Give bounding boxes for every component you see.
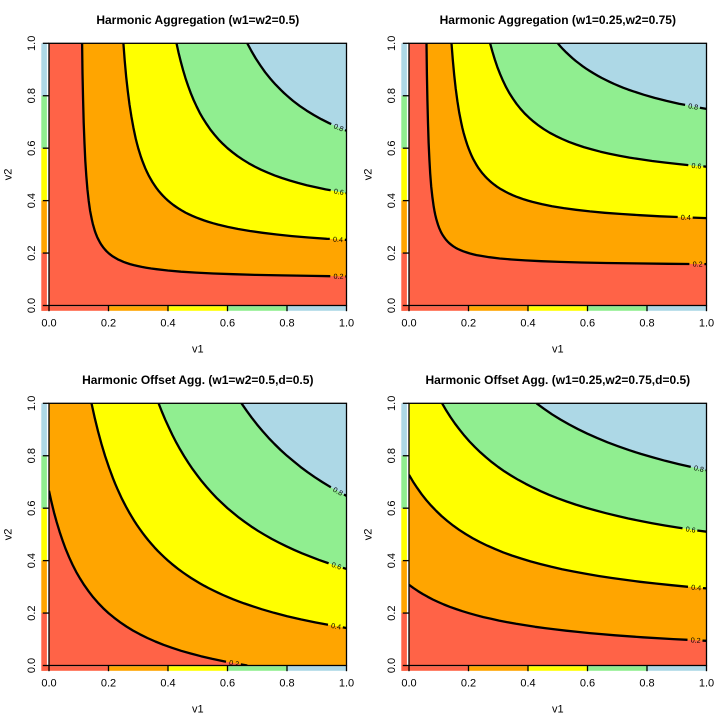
- svg-text:1.0: 1.0: [26, 36, 38, 51]
- svg-text:0.8: 0.8: [331, 485, 344, 498]
- svg-text:0.8: 0.8: [279, 678, 294, 690]
- svg-text:0.4: 0.4: [160, 318, 175, 330]
- svg-text:0.2: 0.2: [386, 605, 398, 620]
- svg-text:0.8: 0.8: [26, 448, 38, 463]
- svg-text:0.2: 0.2: [101, 318, 116, 330]
- svg-text:1.0: 1.0: [339, 678, 354, 690]
- svg-text:0.6: 0.6: [333, 187, 344, 198]
- svg-text:0.8: 0.8: [279, 318, 294, 330]
- svg-text:0.4: 0.4: [691, 583, 702, 593]
- svg-text:0.0: 0.0: [401, 678, 416, 690]
- svg-text:0.0: 0.0: [26, 658, 38, 673]
- svg-text:0.6: 0.6: [580, 318, 595, 330]
- svg-text:0.8: 0.8: [386, 88, 398, 103]
- svg-text:0.2: 0.2: [693, 259, 703, 268]
- svg-text:0.4: 0.4: [160, 678, 175, 690]
- svg-text:0.6: 0.6: [685, 524, 696, 534]
- svg-text:0.8: 0.8: [639, 678, 654, 690]
- svg-text:0.2: 0.2: [228, 658, 239, 669]
- svg-text:0.0: 0.0: [41, 318, 56, 330]
- svg-text:1.0: 1.0: [339, 318, 354, 330]
- svg-text:0.8: 0.8: [26, 88, 38, 103]
- svg-text:0.6: 0.6: [691, 161, 702, 171]
- svg-text:Harmonic Offset Agg. (w1=0.25,: Harmonic Offset Agg. (w1=0.25,w2=0.75,d=…: [425, 373, 690, 387]
- svg-text:0.4: 0.4: [520, 678, 535, 690]
- svg-text:0.2: 0.2: [461, 678, 476, 690]
- svg-text:0.8: 0.8: [386, 448, 398, 463]
- svg-text:0.4: 0.4: [333, 235, 344, 245]
- svg-text:1.0: 1.0: [26, 396, 38, 411]
- svg-text:0.6: 0.6: [386, 141, 398, 156]
- svg-text:0.4: 0.4: [681, 213, 691, 222]
- svg-text:0.6: 0.6: [220, 318, 235, 330]
- svg-text:0.2: 0.2: [461, 318, 476, 330]
- svg-text:1.0: 1.0: [699, 318, 714, 330]
- svg-text:v2: v2: [3, 529, 15, 541]
- svg-text:0.8: 0.8: [687, 101, 698, 112]
- svg-text:v1: v1: [552, 704, 564, 716]
- svg-text:0.2: 0.2: [26, 605, 38, 620]
- svg-text:0.0: 0.0: [41, 678, 56, 690]
- svg-text:0.4: 0.4: [386, 193, 398, 208]
- svg-text:0.4: 0.4: [26, 193, 38, 208]
- svg-text:1.0: 1.0: [386, 396, 398, 411]
- svg-text:0.2: 0.2: [690, 635, 700, 644]
- svg-text:0.2: 0.2: [333, 272, 343, 281]
- svg-text:0.6: 0.6: [580, 678, 595, 690]
- svg-text:v2: v2: [363, 169, 375, 181]
- svg-text:0.4: 0.4: [26, 553, 38, 568]
- svg-text:v1: v1: [552, 344, 564, 356]
- svg-text:0.8: 0.8: [693, 463, 705, 474]
- svg-text:0.0: 0.0: [401, 318, 416, 330]
- svg-text:v1: v1: [192, 704, 204, 716]
- svg-text:0.0: 0.0: [386, 298, 398, 313]
- svg-text:0.2: 0.2: [101, 678, 116, 690]
- svg-text:v2: v2: [3, 169, 15, 181]
- svg-text:0.0: 0.0: [26, 298, 38, 313]
- svg-text:v2: v2: [363, 529, 375, 541]
- svg-text:0.6: 0.6: [26, 141, 38, 156]
- svg-text:Harmonic Aggregation (w1=0.25,: Harmonic Aggregation (w1=0.25,w2=0.75): [440, 13, 676, 27]
- svg-text:0.8: 0.8: [639, 318, 654, 330]
- svg-text:0.8: 0.8: [332, 121, 345, 133]
- svg-text:Harmonic Offset Agg. (w1=w2=0.: Harmonic Offset Agg. (w1=w2=0.5,d=0.5): [82, 373, 313, 387]
- svg-text:0.6: 0.6: [330, 560, 342, 572]
- svg-text:0.0: 0.0: [386, 658, 398, 673]
- svg-text:0.2: 0.2: [26, 245, 38, 260]
- svg-text:1.0: 1.0: [386, 36, 398, 51]
- svg-text:0.2: 0.2: [386, 245, 398, 260]
- svg-text:1.0: 1.0: [699, 678, 714, 690]
- svg-text:0.4: 0.4: [520, 318, 535, 330]
- svg-text:0.4: 0.4: [386, 553, 398, 568]
- svg-text:0.4: 0.4: [330, 621, 341, 632]
- svg-text:0.6: 0.6: [26, 501, 38, 516]
- svg-text:v1: v1: [192, 344, 204, 356]
- svg-text:0.6: 0.6: [220, 678, 235, 690]
- svg-text:0.6: 0.6: [386, 501, 398, 516]
- svg-text:Harmonic Aggregation (w1=w2=0.: Harmonic Aggregation (w1=w2=0.5): [96, 13, 299, 27]
